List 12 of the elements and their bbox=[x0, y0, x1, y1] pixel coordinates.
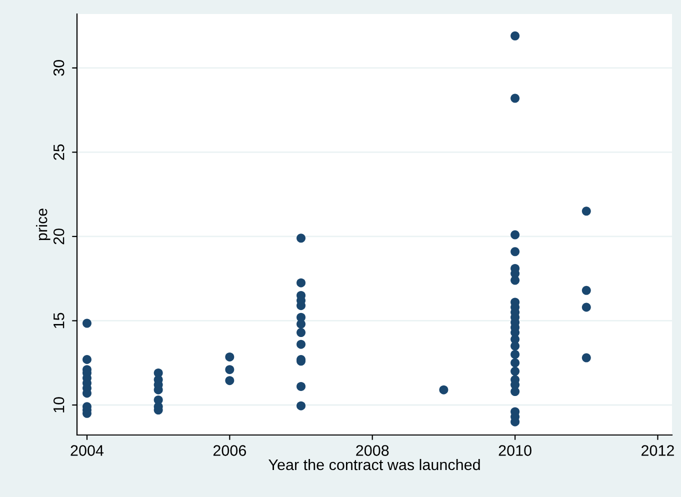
x-tick-label: 2004 bbox=[70, 445, 104, 456]
y-tick-label: 20 bbox=[53, 228, 64, 244]
x-tick-label: 2010 bbox=[498, 445, 532, 456]
x-tick-label: 2012 bbox=[642, 445, 674, 456]
y-tick-label: 10 bbox=[53, 397, 64, 412]
x-tick-label: 2006 bbox=[213, 445, 246, 456]
y-tick-label: 25 bbox=[53, 144, 64, 160]
y-tick-label: 15 bbox=[54, 312, 64, 328]
x-tick-label: 2008 bbox=[356, 445, 389, 456]
y-axis-title: price bbox=[36, 208, 50, 240]
y-tick-label: 30 bbox=[53, 60, 64, 76]
x-axis-title: Year the contract was launched bbox=[268, 458, 480, 470]
